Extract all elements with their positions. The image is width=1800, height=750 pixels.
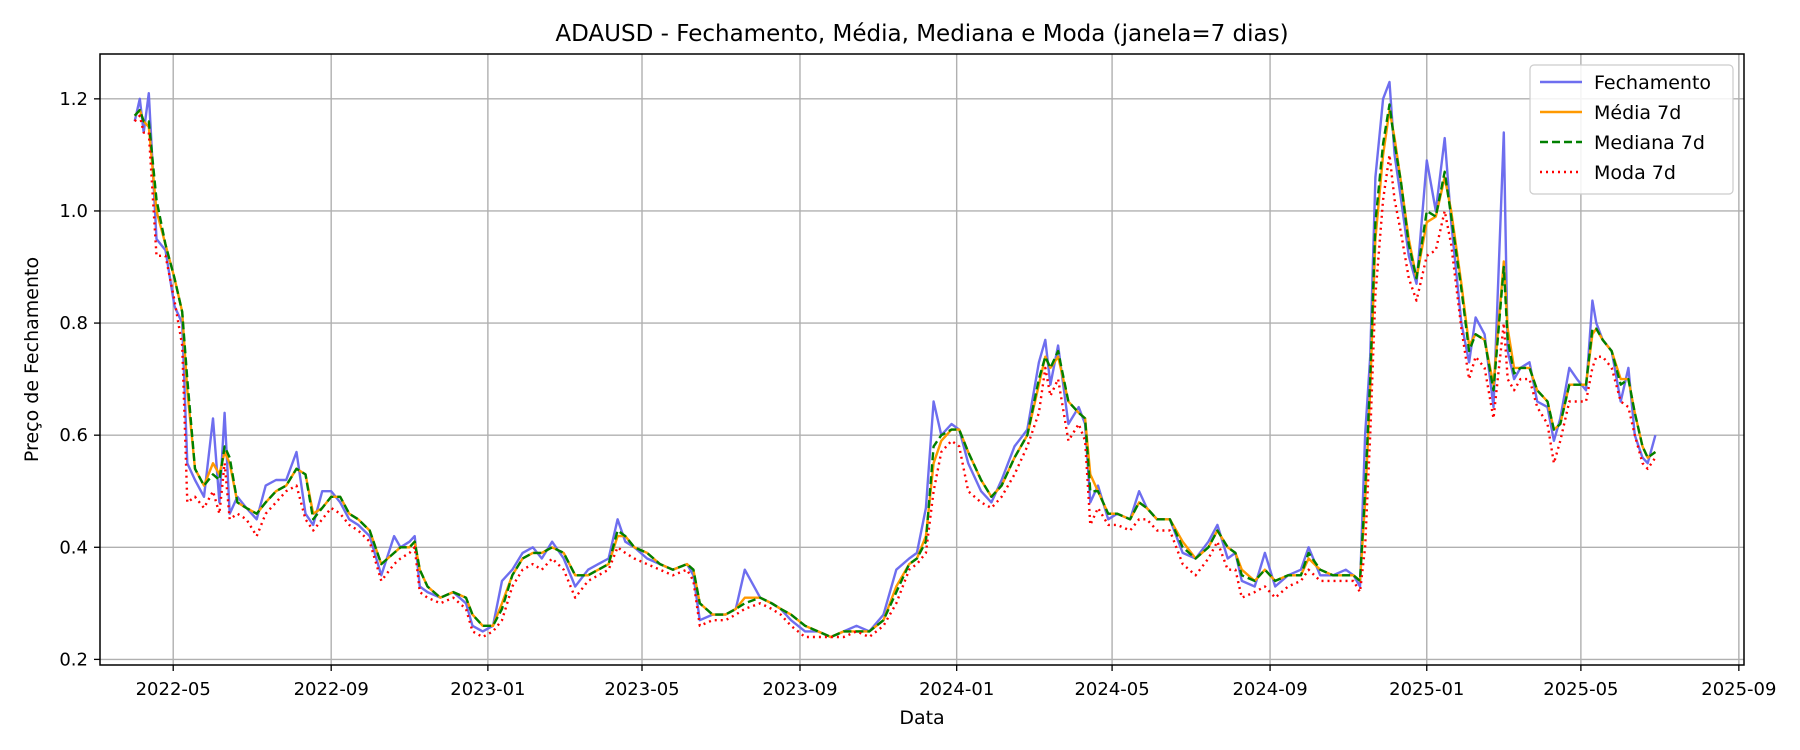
y-tick-label: 0.4: [59, 537, 88, 558]
x-tick-label: 2025-05: [1543, 679, 1618, 700]
series-fechamento: [133, 80, 1657, 639]
legend: Fechamento Média 7d Mediana 7d Moda 7d: [1529, 64, 1734, 195]
x-tick-label: 2023-05: [604, 679, 679, 700]
x-tick-label: 2022-09: [294, 679, 369, 700]
series-layer: [133, 80, 1657, 639]
x-tick-label: 2024-05: [1074, 679, 1149, 700]
legend-label-media: Média 7d: [1594, 102, 1681, 124]
plot-frame: [99, 53, 1745, 666]
x-tick-label: 2022-05: [136, 679, 211, 700]
x-tick-label: 2024-01: [919, 679, 994, 700]
x-tick-label: 2023-01: [450, 679, 525, 700]
x-axis-label: Data: [899, 707, 944, 729]
series-moda-7d: [133, 114, 1657, 639]
legend-label-fechamento: Fechamento: [1594, 72, 1711, 94]
x-tick-label: 2023-09: [762, 679, 837, 700]
y-tick-label: 0.8: [59, 313, 88, 334]
chart-title: ADAUSD - Fechamento, Média, Mediana e Mo…: [555, 21, 1288, 47]
y-tick-label: 0.6: [59, 425, 88, 446]
x-tick-label: 2025-09: [1701, 679, 1776, 700]
legend-box: [1529, 64, 1734, 195]
y-tick-label: 0.2: [59, 649, 88, 670]
ticks: 2022-05 2022-09 2023-01 2023-05 2023-09 2024-…: [59, 89, 1776, 700]
grid: [100, 54, 1744, 665]
x-tick-label: 2025-01: [1389, 679, 1464, 700]
y-tick-label: 1.2: [59, 89, 88, 110]
legend-label-mediana: Mediana 7d: [1594, 132, 1705, 154]
series-mediana-7d: [133, 103, 1657, 639]
y-tick-label: 1.0: [59, 201, 88, 222]
x-tick-label: 2024-09: [1232, 679, 1307, 700]
y-axis-label: Preço de Fechamento: [21, 257, 43, 462]
legend-label-moda: Moda 7d: [1594, 162, 1676, 184]
